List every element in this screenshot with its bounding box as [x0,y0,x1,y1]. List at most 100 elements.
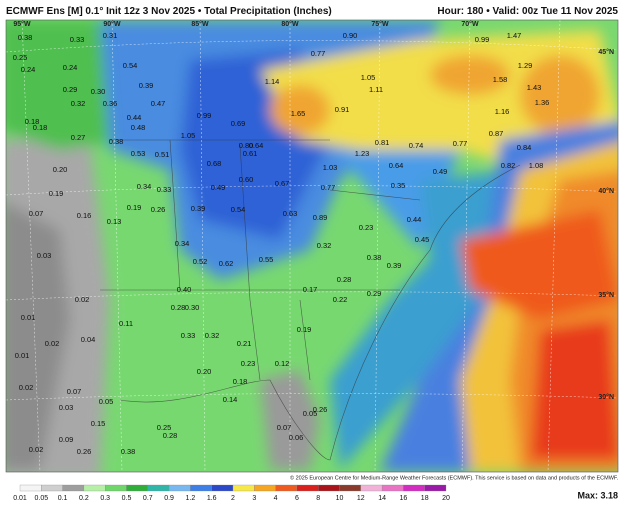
point-label: 0.26 [77,447,92,456]
point-label: 0.02 [45,339,60,348]
point-label: 0.63 [283,209,298,218]
legend-label: 4 [274,495,278,502]
legend-label: 1.2 [186,495,196,502]
point-label: 0.07 [67,387,82,396]
max-value: Max: 3.18 [577,490,618,500]
point-label: 0.64 [389,161,404,170]
point-label: 0.20 [53,165,68,174]
point-label: 1.29 [518,61,533,70]
point-label: 0.44 [127,113,142,122]
point-label: 0.54 [231,205,246,214]
point-label: 0.20 [197,367,212,376]
point-label: 0.39 [387,261,402,270]
point-label: 0.13 [107,217,122,226]
legend-label: 16 [400,495,408,502]
legend-swatch [296,484,319,492]
longitude-label: 95°W [13,20,31,28]
point-label: 0.18 [25,117,40,126]
point-label: 0.32 [205,331,220,340]
point-label: 1.11 [369,85,383,94]
longitude-label: 70°W [461,20,479,28]
point-label: 0.81 [375,138,390,147]
latitude-label: 45°N [598,48,614,56]
point-label: 1.36 [535,98,550,107]
longitude-label: 75°W [371,20,389,28]
legend-swatch [360,484,383,492]
point-label: 0.23 [241,359,256,368]
point-label: 0.51 [155,150,170,159]
legend-swatch [190,484,212,492]
point-label: 0.22 [333,295,348,304]
legend-label: 0.3 [100,495,110,502]
point-label: 0.90 [343,31,358,40]
point-label: 1.05 [361,73,376,82]
longitude-label: 85°W [191,20,209,28]
point-label: 0.69 [231,119,246,128]
point-label: 0.29 [63,85,78,94]
point-label: 0.89 [313,213,328,222]
legend-label: 12 [357,495,365,502]
legend-swatch [254,484,276,492]
point-label: 0.38 [18,33,33,42]
legend-swatch [275,484,298,492]
legend-swatch [403,484,425,492]
legend-swatch [211,484,234,492]
point-label: 0.33 [70,35,85,44]
point-label: 0.67 [275,179,290,188]
point-label: 0.23 [359,223,374,232]
point-label: 1.14 [265,77,280,86]
point-label: 0.60 [239,175,254,184]
point-label: 0.30 [185,303,200,312]
legend-label: 0.2 [79,495,89,502]
point-label: 1.43 [527,83,542,92]
point-label: 0.38 [121,447,136,456]
legend-swatch [83,484,106,492]
point-label: 0.82 [501,161,516,170]
header-valid: Hour: 180 • Valid: 00z Tue 11 Nov 2025 [437,6,618,17]
point-label: 0.06 [289,433,304,442]
point-label: 0.39 [191,204,206,213]
legend-label: 0.01 [13,495,27,502]
point-label: 0.87 [489,129,504,138]
point-label: 0.25 [157,423,172,432]
point-label: 0.19 [49,189,64,198]
point-label: 0.01 [15,351,30,360]
point-label: 0.80 [239,141,254,150]
point-label: 0.99 [197,111,212,120]
point-label: 0.17 [303,285,318,294]
legend-label: 10 [336,495,344,502]
legend-label: 0.1 [58,495,68,502]
map-frame [5,19,619,473]
point-label: 0.33 [157,185,172,194]
point-label: 0.74 [409,141,424,150]
point-label: 0.33 [181,331,196,340]
point-label: 0.21 [237,339,252,348]
point-label: 1.16 [495,107,510,116]
point-label: 0.32 [317,241,332,250]
point-label: 0.19 [127,203,142,212]
point-label: 0.28 [171,303,186,312]
point-labels: 0.38 0.33 0.25 0.24 0.24 0.31 0.54 0.39 0.47 0.44… [13,31,550,456]
legend-label: 1.6 [207,495,217,502]
point-label: 0.05 [99,397,114,406]
point-label: 0.02 [19,383,34,392]
longitude-label: 80°W [281,20,299,28]
point-label: 0.62 [219,259,234,268]
legend-label: 20 [442,495,450,502]
point-label: 0.03 [59,403,74,412]
point-label: 0.31 [103,31,118,40]
point-label: 0.12 [275,359,290,368]
point-label: 0.07 [277,423,292,432]
credit-bg [286,473,618,483]
point-label: 0.24 [63,63,78,72]
point-label: 0.44 [407,215,422,224]
point-label: 0.55 [259,255,274,264]
point-label: 0.32 [71,99,86,108]
latitude-label: 30°N [598,393,614,401]
point-label: 0.36 [103,99,118,108]
legend-label: 14 [378,495,386,502]
point-label: 0.15 [91,419,106,428]
point-label: 0.26 [313,405,328,414]
point-label: 0.16 [77,211,92,220]
legend-swatch [339,484,361,492]
